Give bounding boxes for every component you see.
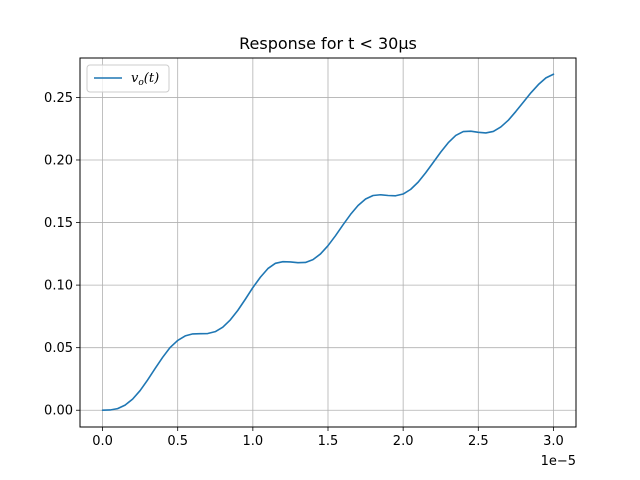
y-tick-label: 0.05 — [44, 341, 73, 356]
legend: vo(t) — [86, 64, 170, 93]
x-tick-label: 1.0 — [243, 434, 264, 449]
legend-label-vo: vo(t) — [131, 71, 159, 88]
x-tick-label: 3.0 — [543, 434, 564, 449]
x-axis-offset-label: 1e−5 — [541, 454, 576, 469]
y-tick-label: 0.20 — [44, 153, 73, 168]
legend-label-subscript: o — [138, 78, 144, 88]
y-tick-label: 0.15 — [44, 216, 73, 231]
legend-label-main: v — [131, 71, 139, 86]
x-tick-label: 2.0 — [393, 434, 414, 449]
x-tick-label: 0.0 — [92, 434, 113, 449]
y-tick-label: 0.25 — [44, 91, 73, 106]
legend-label-suffix: (t) — [144, 71, 159, 86]
x-tick-label: 1.5 — [318, 434, 339, 449]
ticks: 0.0 0.5 1.0 1.5 2.0 2.5 3.0 0.00 0.05 0.10 0.15 0.2… — [44, 91, 564, 449]
series-layer — [101, 73, 555, 412]
y-tick-label: 0.00 — [44, 404, 73, 419]
grid — [80, 58, 576, 427]
x-tick-label: 2.5 — [468, 434, 489, 449]
chart-title: Response for t < 30μs — [239, 34, 417, 53]
legend-box — [86, 64, 170, 93]
series-line-vo — [101, 73, 555, 412]
x-tick-label: 0.5 — [167, 434, 188, 449]
y-tick-label: 0.10 — [44, 279, 73, 294]
